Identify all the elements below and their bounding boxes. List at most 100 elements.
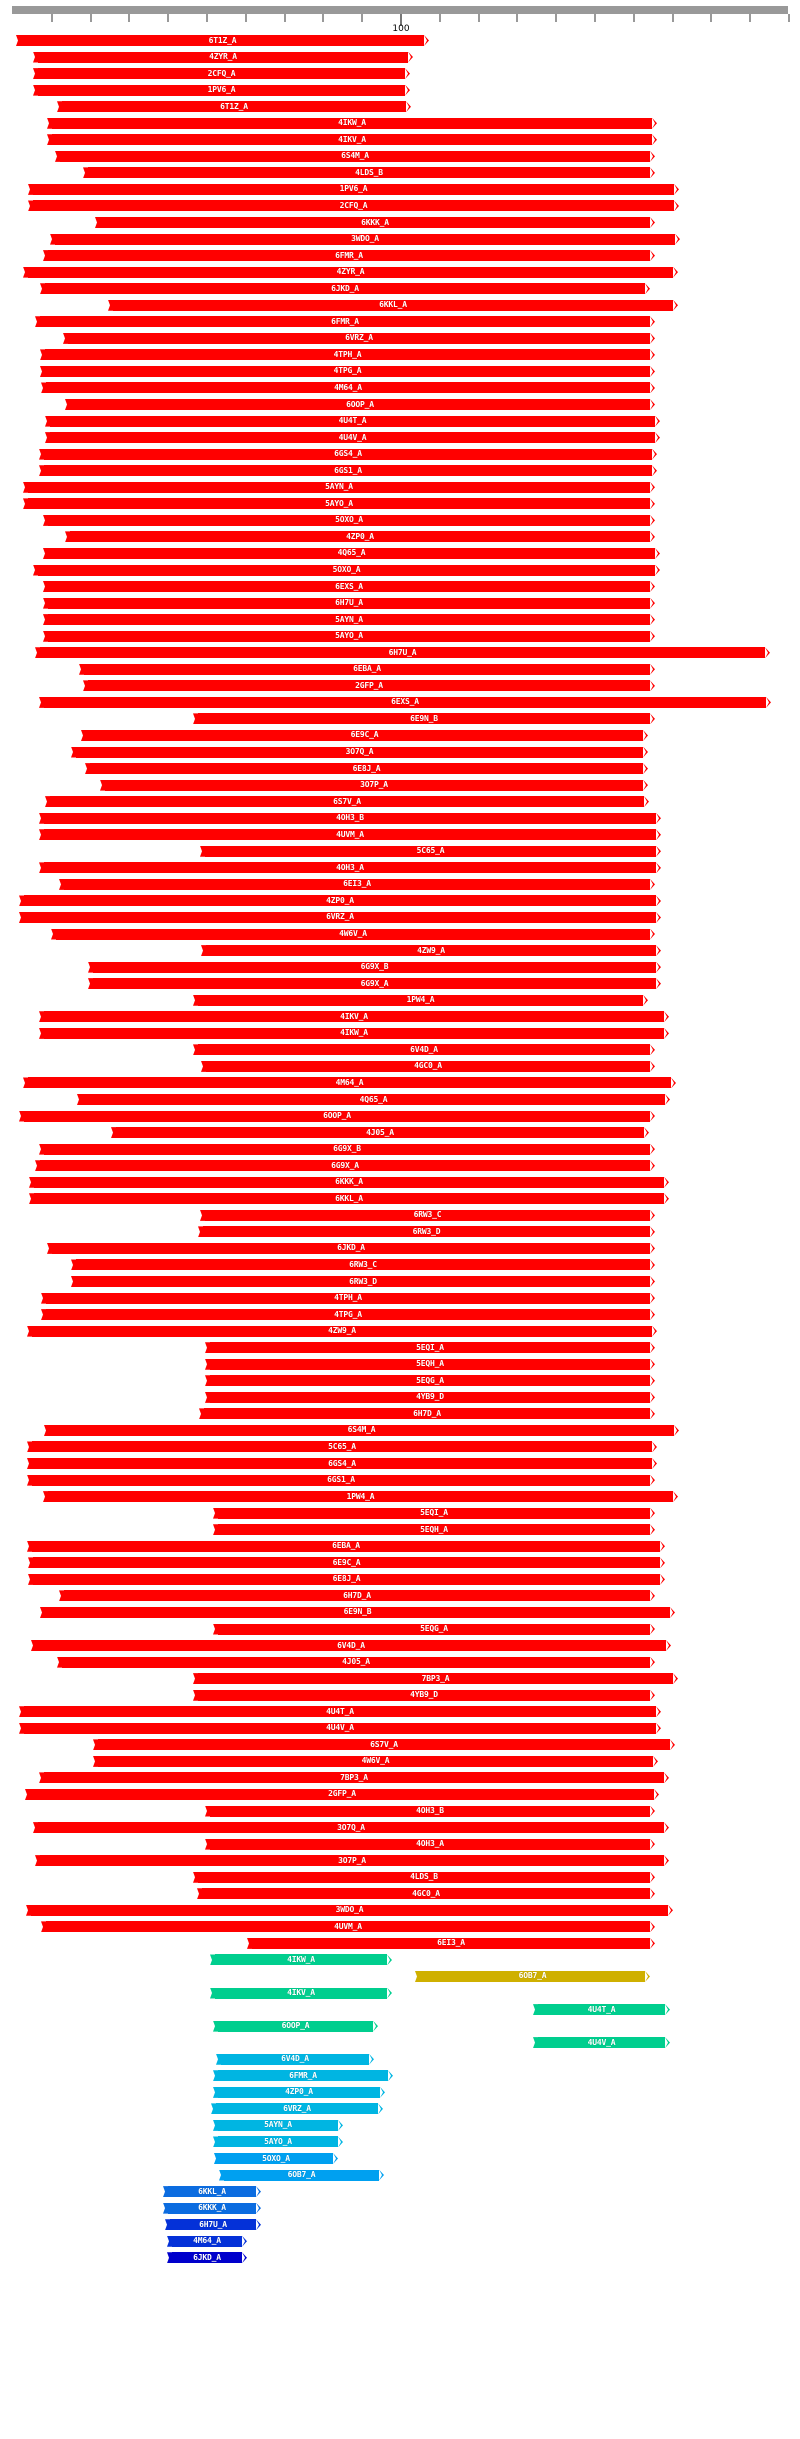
alignment-bar[interactable]: 7BP3_A: [193, 1673, 678, 1685]
alignment-bar[interactable]: 4IKV_A: [47, 134, 657, 146]
alignment-bar[interactable]: 2CFQ_A: [33, 68, 410, 80]
alignment-bar[interactable]: 6T1Z_A: [57, 101, 411, 113]
alignment-bar[interactable]: 6EXS_A: [39, 696, 771, 708]
alignment-bar[interactable]: 5C65_A: [200, 845, 661, 857]
alignment-bar[interactable]: 2CFQ_A: [28, 200, 679, 212]
alignment-bar[interactable]: 6OOP_A: [213, 2020, 378, 2032]
alignment-bar[interactable]: 4GC0_A: [201, 1060, 655, 1072]
alignment-bar[interactable]: 6EXS_A: [43, 581, 655, 593]
alignment-bar[interactable]: 6FMR_A: [35, 316, 655, 328]
alignment-bar[interactable]: 4ZYR_A: [23, 266, 678, 278]
alignment-bar[interactable]: 4Q65_A: [43, 547, 660, 559]
alignment-bar[interactable]: 6OB7_A: [219, 2169, 384, 2181]
alignment-bar[interactable]: 6JKD_A: [167, 2252, 247, 2264]
alignment-bar[interactable]: 5AYN_A: [213, 2119, 343, 2131]
alignment-bar[interactable]: 6JKD_A: [47, 1242, 655, 1254]
alignment-bar[interactable]: 4TPH_A: [40, 349, 655, 361]
alignment-bar[interactable]: 4IKW_A: [210, 1954, 392, 1966]
alignment-bar[interactable]: 6VRZ_A: [19, 911, 661, 923]
alignment-bar[interactable]: 7BP3_A: [39, 1772, 669, 1784]
alignment-bar[interactable]: 4M64_A: [23, 1077, 676, 1089]
alignment-bar[interactable]: 5OXO_A: [33, 564, 660, 576]
alignment-bar[interactable]: 6RW3_C: [71, 1259, 655, 1271]
alignment-bar[interactable]: 6KKK_A: [29, 1176, 669, 1188]
alignment-bar[interactable]: 6G9X_B: [39, 1143, 655, 1155]
alignment-bar[interactable]: 5AYO_A: [213, 2136, 343, 2148]
alignment-bar[interactable]: 4OH3_A: [39, 862, 661, 874]
alignment-bar[interactable]: 5AYN_A: [43, 614, 655, 626]
alignment-bar[interactable]: 1PV6_A: [33, 84, 410, 96]
alignment-bar[interactable]: 6H7U_A: [35, 647, 770, 659]
alignment-bar[interactable]: 4LDS_B: [83, 167, 655, 179]
alignment-bar[interactable]: 6V4D_A: [216, 2053, 374, 2065]
alignment-bar[interactable]: 6S7V_A: [45, 796, 649, 808]
alignment-bar[interactable]: 4W6V_A: [51, 928, 655, 940]
alignment-bar[interactable]: 4IKV_A: [210, 1987, 392, 1999]
alignment-bar[interactable]: 4J05_A: [57, 1656, 655, 1668]
alignment-bar[interactable]: 5AYO_A: [43, 630, 655, 642]
alignment-bar[interactable]: 3WDO_A: [26, 1904, 673, 1916]
alignment-bar[interactable]: 4ZW9_A: [27, 1325, 657, 1337]
alignment-bar[interactable]: 5EQH_A: [213, 1524, 655, 1536]
alignment-bar[interactable]: 4TPG_A: [41, 1309, 655, 1321]
alignment-bar[interactable]: 6FMR_A: [213, 2070, 393, 2082]
alignment-bar[interactable]: 5AYN_A: [23, 481, 655, 493]
alignment-bar[interactable]: 6E9C_A: [81, 729, 648, 741]
alignment-bar[interactable]: 6V4D_A: [193, 1044, 655, 1056]
alignment-bar[interactable]: 5OXO_A: [43, 514, 655, 526]
alignment-bar[interactable]: 4ZP0_A: [19, 895, 661, 907]
alignment-bar[interactable]: 3O7Q_A: [71, 746, 648, 758]
alignment-bar[interactable]: 6GS1_A: [27, 1474, 655, 1486]
alignment-bar[interactable]: 1PW4_A: [43, 1491, 678, 1503]
alignment-bar[interactable]: 4YB9_D: [193, 1689, 655, 1701]
alignment-bar[interactable]: 4W6V_A: [93, 1755, 658, 1767]
alignment-bar[interactable]: 4U4T_A: [533, 2004, 670, 2016]
alignment-bar[interactable]: 3WDO_A: [50, 233, 680, 245]
alignment-bar[interactable]: 4ZP0_A: [65, 531, 655, 543]
alignment-bar[interactable]: 4ZYR_A: [33, 51, 413, 63]
alignment-bar[interactable]: 5OXO_A: [214, 2153, 338, 2164]
alignment-bar[interactable]: 6FMR_A: [43, 250, 655, 262]
alignment-bar[interactable]: 4IKW_A: [39, 1027, 669, 1039]
alignment-bar[interactable]: 6RW3_D: [198, 1226, 655, 1238]
alignment-bar[interactable]: 4ZW9_A: [201, 945, 661, 957]
alignment-bar[interactable]: 3O7Q_A: [33, 1822, 669, 1834]
alignment-bar[interactable]: 6GS4_A: [27, 1458, 657, 1470]
alignment-bar[interactable]: 6E8J_A: [28, 1573, 665, 1585]
alignment-bar[interactable]: 1PW4_A: [193, 994, 648, 1006]
alignment-bar[interactable]: 4TPH_A: [41, 1292, 655, 1304]
alignment-bar[interactable]: 6EBA_A: [27, 1540, 665, 1552]
alignment-bar[interactable]: 5EQG_A: [205, 1375, 655, 1387]
alignment-bar[interactable]: 4U4V_A: [533, 2037, 670, 2049]
alignment-bar[interactable]: 4M64_A: [167, 2235, 247, 2247]
alignment-bar[interactable]: 5EQH_A: [205, 1358, 655, 1370]
alignment-bar[interactable]: 6GS4_A: [39, 448, 657, 460]
alignment-bar[interactable]: 6G9X_A: [88, 978, 661, 990]
alignment-bar[interactable]: 4IKV_A: [39, 1011, 669, 1023]
alignment-bar[interactable]: 6OOP_A: [65, 399, 655, 411]
alignment-bar[interactable]: 4ZP0_A: [213, 2086, 385, 2098]
alignment-bar[interactable]: 5EQG_A: [213, 1623, 655, 1635]
alignment-bar[interactable]: 6RW3_D: [71, 1276, 655, 1288]
alignment-bar[interactable]: 4OH3_B: [39, 812, 661, 824]
alignment-bar[interactable]: 3O7P_A: [35, 1855, 669, 1867]
alignment-bar[interactable]: 6G9X_B: [88, 961, 661, 973]
alignment-bar[interactable]: 4YB9_D: [205, 1391, 655, 1403]
alignment-bar[interactable]: 6OOP_A: [19, 1110, 655, 1122]
alignment-bar[interactable]: 4OH3_B: [205, 1805, 655, 1817]
alignment-bar[interactable]: 6V4D_A: [31, 1640, 671, 1652]
alignment-bar[interactable]: 6KKK_A: [95, 217, 655, 229]
alignment-bar[interactable]: 1PV6_A: [28, 183, 679, 195]
alignment-bar[interactable]: 4U4T_A: [45, 415, 660, 427]
alignment-bar[interactable]: 6OB7_A: [415, 1970, 650, 1982]
alignment-bar[interactable]: 6G9X_A: [35, 1160, 655, 1172]
alignment-bar[interactable]: 6T1Z_A: [16, 35, 429, 46]
alignment-bar[interactable]: 6RW3_C: [200, 1209, 655, 1221]
alignment-bar[interactable]: 6S7V_A: [93, 1739, 675, 1751]
alignment-bar[interactable]: 5EQI_A: [205, 1342, 655, 1354]
alignment-bar[interactable]: 6H7U_A: [165, 2219, 261, 2231]
alignment-bar[interactable]: 6EI3_A: [247, 1937, 655, 1949]
alignment-bar[interactable]: 6KKL_A: [108, 299, 678, 311]
alignment-bar[interactable]: 6GS1_A: [39, 465, 657, 477]
alignment-bar[interactable]: 4LDS_B: [193, 1871, 655, 1883]
